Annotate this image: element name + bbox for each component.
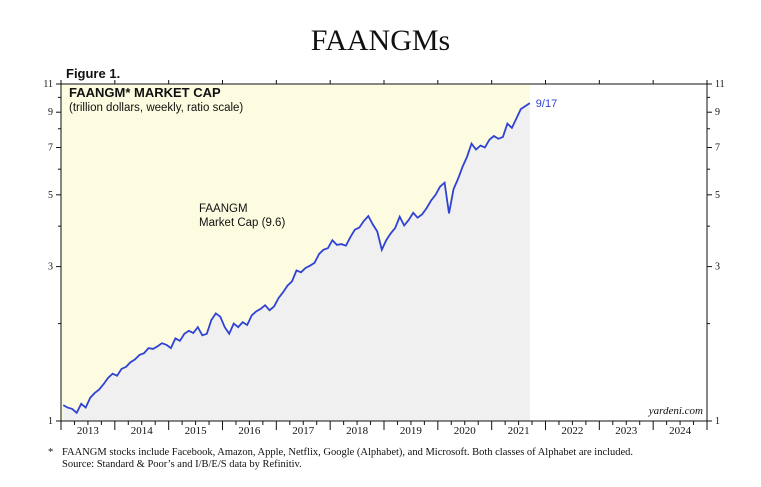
brand-watermark: yardeni.com (648, 405, 703, 417)
x-tick-label: 2020 (454, 425, 477, 437)
x-axis-ticks: 2013 2014 2015 2016 2017 2018 2019 2020 2021 2022… (60, 80, 708, 437)
x-tick-label: 2013 (77, 425, 100, 437)
chart-title: FAANGM* MARKET CAP (69, 85, 221, 100)
x-tick-label: 2019 (400, 425, 423, 437)
series-annotation: FAANGM Market Cap (9.6) (199, 203, 285, 229)
figure-label: Figure 1. (66, 66, 121, 81)
y-tick-label-left: 3 (48, 262, 53, 273)
y-tick-label-right: 9 (715, 107, 720, 118)
x-tick-label: 2016 (238, 425, 261, 437)
y-tick-label-right: 1 (715, 416, 720, 427)
market-cap-line (62, 102, 531, 415)
footnote-asterisk: * (48, 447, 54, 458)
annotation-line: FAANGM (199, 203, 248, 215)
y-tick-label-left: 1 (48, 416, 53, 427)
x-tick-label: 2018 (346, 425, 369, 437)
future-period-shading (529, 84, 707, 421)
y-tick-label-left: 7 (48, 143, 53, 154)
x-tick-label: 2015 (185, 425, 208, 437)
annotation-line: Market Cap (9.6) (199, 217, 285, 229)
x-tick-label: 2014 (131, 425, 154, 437)
y-tick-label-right: 11 (715, 79, 725, 90)
y-tick-label-left: 5 (48, 190, 53, 201)
x-tick-label: 2017 (292, 425, 315, 437)
y-tick-label-left: 9 (48, 107, 53, 118)
y-tick-label-right: 7 (715, 143, 720, 154)
y-tick-label-left: 11 (43, 79, 53, 90)
y-tick-label-right: 3 (715, 262, 720, 273)
x-tick-label: 2024 (669, 425, 692, 437)
y-axis-ticks: 1 13 35 57 79 911 11 (43, 79, 724, 427)
y-tick-label-right: 5 (715, 190, 720, 201)
x-tick-label: 2022 (561, 425, 583, 437)
footnote: * FAANGM stocks include Facebook, Amazon… (48, 447, 633, 471)
chart-subtitle: (trillion dollars, weekly, ratio scale) (69, 102, 243, 114)
x-tick-label: 2023 (615, 425, 638, 437)
page-title: FAANGMs (310, 24, 451, 57)
footnote-text: FAANGM stocks include Facebook, Amazon, … (62, 447, 634, 458)
source-text: Source: Standard & Poor’s and I/B/E/S da… (62, 459, 302, 470)
x-tick-label: 2021 (508, 425, 530, 437)
end-date-label: 9/17 (536, 98, 557, 110)
